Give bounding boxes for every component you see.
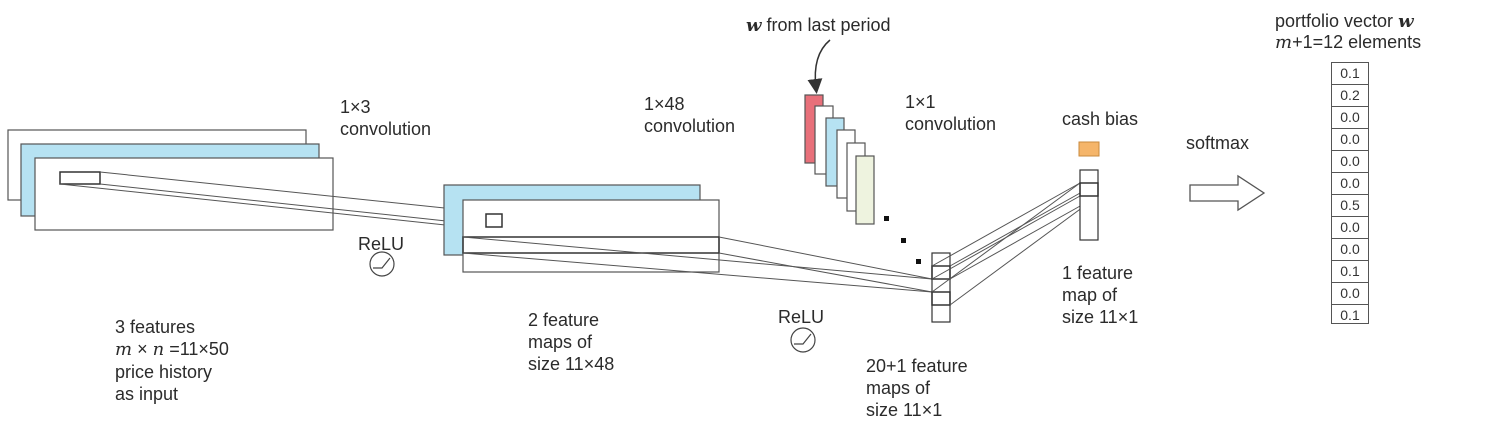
input-line3: price history (115, 361, 229, 383)
input-line4: as input (115, 383, 229, 405)
conv-column-6 (856, 156, 874, 224)
input-m-symbol: m (115, 339, 132, 360)
fmap21-line2: maps of (866, 377, 968, 399)
conv-1x1-label: 1×1 convolution (905, 91, 996, 135)
fmap1-line1: 1 feature (1062, 262, 1138, 284)
fmap2-description: 2 feature maps of size 11×48 (528, 309, 614, 375)
feature-map-1-column (1080, 170, 1098, 240)
conv-1x3-line2: convolution (340, 118, 431, 140)
elements-count-text: +1=12 elements (1292, 32, 1421, 52)
input-line1: 3 features (115, 316, 229, 338)
conv-1x1-line1: 1×1 (905, 91, 996, 113)
portfolio-vector-cell: 0.0 (1332, 217, 1368, 239)
softmax-label: softmax (1186, 132, 1249, 154)
input-times: × (132, 339, 153, 359)
fmap21-line1: 20+1 feature (866, 355, 968, 377)
portfolio-vector-cell: 0.1 (1332, 63, 1368, 85)
fmap2-line3: size 11×48 (528, 353, 614, 375)
portfolio-vector-cell: 0.5 (1332, 195, 1368, 217)
feature-map-stack-2 (444, 185, 719, 272)
feature-map-21-column (932, 253, 950, 322)
elements-m-symbol: m (1275, 32, 1292, 53)
portfolio-vector-cell: 0.0 (1332, 129, 1368, 151)
fmap21-description: 20+1 feature maps of size 11×1 (866, 355, 968, 421)
portfolio-vector-cell: 0.0 (1332, 151, 1368, 173)
last-w-arrow (815, 40, 830, 88)
portfolio-vector-box: 0.1 0.2 0.0 0.0 0.0 0.0 0.5 0.0 0.0 0.1 0.0 0.1 (1331, 62, 1369, 324)
w-from-last-period-label: w from last period (746, 14, 891, 37)
relu-icon-2 (791, 328, 815, 352)
softmax-arrow (1190, 176, 1264, 210)
portfolio-vector-text: portfolio vector (1275, 11, 1398, 31)
input-line2: m × n =11×50 (115, 338, 229, 361)
portfolio-w-symbol: w (1398, 11, 1414, 32)
input-description: 3 features m × n =11×50 price history as… (115, 316, 229, 405)
portfolio-vector-cell: 0.0 (1332, 107, 1368, 129)
portfolio-elements-label: m+1=12 elements (1275, 31, 1421, 54)
feature-map-2-front (463, 200, 719, 272)
relu-icon-1 (370, 252, 394, 276)
portfolio-vector-cell: 0.0 (1332, 239, 1368, 261)
portfolio-vector-cell: 0.0 (1332, 173, 1368, 195)
input-eq: =11×50 (164, 339, 229, 359)
portfolio-vector-cell: 0.1 (1332, 261, 1368, 283)
conv-1x48-label: 1×48 convolution (644, 93, 735, 137)
conv-1x48-line1: 1×48 (644, 93, 735, 115)
fmap2-line1: 2 feature (528, 309, 614, 331)
fmap1-description: 1 feature map of size 11×1 (1062, 262, 1138, 328)
conv-1x3-label: 1×3 convolution (340, 96, 431, 140)
fmap1-line2: map of (1062, 284, 1138, 306)
conv-output-column-stack (805, 95, 874, 224)
fmap2-line2: maps of (528, 331, 614, 353)
input-layer-front (35, 158, 333, 230)
conv-1x1-line2: convolution (905, 113, 996, 135)
w-symbol: w (746, 15, 762, 36)
fmap1-line3: size 11×1 (1062, 306, 1138, 328)
relu-label-1: ReLU (358, 233, 404, 255)
portfolio-vector-title: portfolio vector w (1275, 10, 1414, 33)
input-n-symbol: n (153, 339, 165, 360)
portfolio-vector-cell: 0.2 (1332, 85, 1368, 107)
relu-label-2: ReLU (778, 306, 824, 328)
conv-1x3-line1: 1×3 (340, 96, 431, 118)
cash-bias-square (1079, 142, 1099, 156)
portfolio-vector-cell: 0.0 (1332, 283, 1368, 305)
input-feature-stack (8, 130, 333, 230)
ellipsis-dots (884, 216, 921, 264)
cash-bias-label: cash bias (1062, 108, 1138, 130)
conv-1x48-line2: convolution (644, 115, 735, 137)
w-from-last-period-text: from last period (762, 15, 891, 35)
portfolio-vector-cell: 0.1 (1332, 305, 1368, 326)
fmap21-line3: size 11×1 (866, 399, 968, 421)
